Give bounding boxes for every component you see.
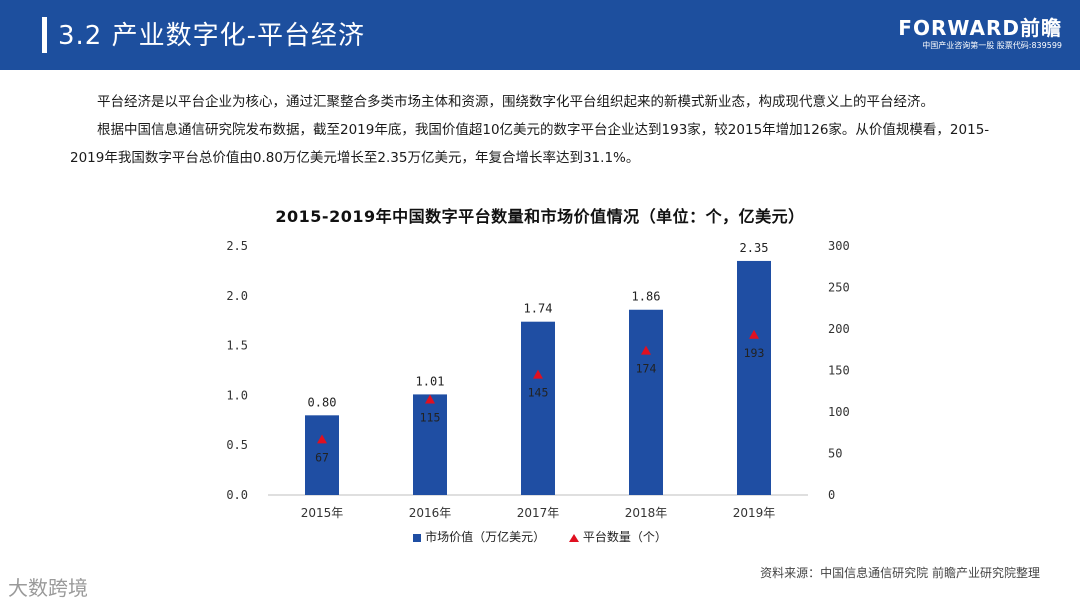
source-note: 资料来源：中国信息通信研究院 前瞻产业研究院整理: [760, 566, 1040, 580]
header-banner: 3.2 产业数字化-平台经济 FORWARD前瞻 中国产业咨询第一股 股票代码:…: [0, 0, 1080, 70]
bar-value-label: 1.01: [416, 374, 445, 388]
y-tick-label: 2.0: [226, 289, 248, 303]
bar-value-label: 1.74: [524, 302, 553, 316]
y2-tick-label: 200: [828, 322, 850, 336]
chart-legend: 市场价值（万亿美元） 平台数量（个）: [0, 528, 1080, 545]
intro-paragraph-2: 根据中国信息通信研究院发布数据，截至2019年底，我国价值超10亿美元的数字平台…: [70, 122, 990, 166]
count-value-label: 174: [636, 362, 657, 376]
y-tick-label: 0.5: [226, 438, 248, 452]
marker-platform-count: [533, 369, 543, 379]
legend-triangle-swatch: [568, 533, 579, 542]
intro-paragraph-1: 平台经济是以平台企业为核心，通过汇聚整合多类市场主体和资源，围绕数字化平台组织起…: [97, 94, 934, 110]
count-value-label: 193: [744, 346, 765, 360]
brand-logo: FORWARD前瞻 中国产业咨询第一股 股票代码:839599: [898, 16, 1062, 51]
y2-tick-label: 0: [828, 488, 835, 502]
bar-value-label: 0.80: [308, 395, 337, 409]
bar-value-label: 2.35: [740, 241, 769, 255]
count-value-label: 67: [315, 450, 329, 464]
title-accent-bar: [42, 17, 47, 53]
legend-label-platform-count: 平台数量（个）: [582, 530, 667, 544]
bar-market-value: [521, 321, 555, 495]
count-value-label: 145: [528, 386, 549, 400]
x-tick-label: 2019年: [733, 506, 776, 520]
marker-platform-count: [749, 329, 759, 339]
bar-market-value: [737, 260, 771, 495]
count-value-label: 115: [420, 411, 441, 425]
footer-watermark: 大数跨境: [8, 576, 88, 600]
y-tick-label: 1.5: [226, 339, 248, 353]
legend-bar-swatch: [413, 533, 422, 542]
legend-item-market-value: 市场价值（万亿美元）: [413, 528, 545, 545]
y-tick-label: 2.5: [226, 239, 248, 253]
y2-tick-label: 50: [828, 447, 842, 461]
brand-logo-text: FORWARD前瞻: [898, 16, 1062, 40]
x-tick-label: 2016年: [409, 506, 452, 520]
y2-tick-label: 150: [828, 364, 850, 378]
marker-platform-count: [641, 345, 651, 355]
bar-market-value: [629, 309, 663, 495]
legend-item-platform-count: 平台数量（个）: [568, 528, 667, 545]
bar-market-value: [413, 394, 447, 495]
x-tick-label: 2015年: [301, 506, 344, 520]
y2-tick-label: 250: [828, 281, 850, 295]
y2-tick-label: 300: [828, 239, 850, 253]
y-tick-label: 0.0: [226, 488, 248, 502]
bar-value-label: 1.86: [632, 290, 661, 304]
y2-tick-label: 100: [828, 405, 850, 419]
marker-platform-count: [425, 394, 435, 404]
intro-text: 平台经济是以平台企业为核心，通过汇聚整合多类市场主体和资源，围绕数字化平台组织起…: [70, 88, 1020, 172]
x-tick-label: 2017年: [517, 506, 560, 520]
brand-tagline: 中国产业咨询第一股 股票代码:839599: [922, 41, 1062, 50]
page-title: 3.2 产业数字化-平台经济: [58, 21, 365, 51]
chart-title: 2015-2019年中国数字平台数量和市场价值情况（单位：个，亿美元）: [275, 207, 805, 226]
y-tick-label: 1.0: [226, 388, 248, 402]
bar-market-value: [305, 415, 339, 495]
legend-label-market-value: 市场价值（万亿美元）: [425, 530, 546, 544]
x-tick-label: 2018年: [625, 506, 668, 520]
marker-platform-count: [317, 434, 327, 444]
